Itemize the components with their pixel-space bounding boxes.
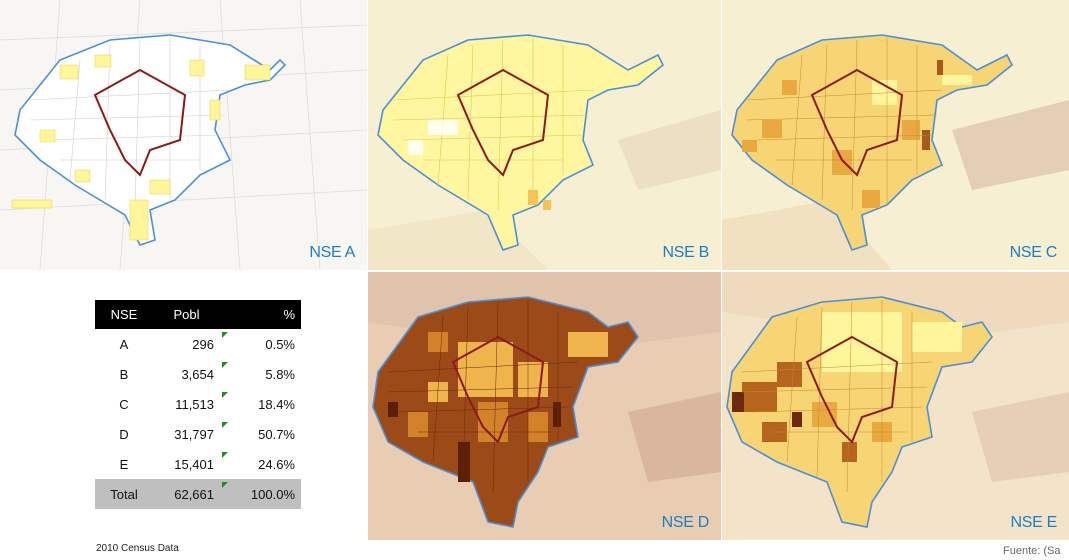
nse-c-boundary <box>731 34 1014 251</box>
table-row: C 11,513 18.4% <box>95 389 301 419</box>
panel-label-nse-a: NSE A <box>309 244 355 261</box>
table-row: B 3,654 5.8% <box>95 359 301 389</box>
table-row: D 31,797 50.7% <box>95 419 301 449</box>
row-pct: 24.6% <box>220 449 301 479</box>
table-row: E 15,401 24.6% <box>95 449 301 479</box>
comment-flag-icon <box>222 392 228 398</box>
total-pct: 100.0% <box>220 479 301 509</box>
col-header-nse: NSE <box>95 300 153 329</box>
panel-label-nse-b: NSE B <box>662 244 709 261</box>
nse-d-center-outline <box>451 335 545 444</box>
comment-flag-icon <box>222 362 228 368</box>
row-pobl: 3,654 <box>181 366 214 382</box>
nse-e-map <box>722 272 1069 540</box>
panel-label-nse-c: NSE C <box>1009 244 1058 261</box>
row-nse: E <box>119 456 129 472</box>
col-header-pobl: Pobl <box>153 300 220 329</box>
col-header-pct: % <box>220 300 301 329</box>
map-panel-nse-e: NSE E <box>722 272 1069 540</box>
row-pobl: 11,513 <box>175 396 214 412</box>
nse-b-map <box>368 0 721 270</box>
row-nse: A <box>119 336 129 352</box>
row-nse: C <box>119 396 129 412</box>
map-panel-nse-d: NSE D <box>368 272 721 540</box>
total-pobl: 62,661 <box>153 479 220 509</box>
map-panel-nse-a: NSE A <box>0 0 367 270</box>
nse-a-boundary <box>14 34 287 246</box>
row-nse: B <box>119 366 129 382</box>
row-pobl: 296 <box>192 336 214 352</box>
nse-a-center-outline <box>93 68 187 177</box>
row-pobl: 15,401 <box>174 456 214 472</box>
nse-b-center-outline <box>456 68 550 177</box>
census-footnote: 2010 Census Data <box>96 543 179 554</box>
row-pct: 18.4% <box>220 389 301 419</box>
nse-b-boundary <box>377 34 665 251</box>
map-panel-nse-c: NSE C <box>722 0 1069 270</box>
nse-a-map <box>0 0 367 270</box>
table-row: A 296 0.5% <box>95 329 301 359</box>
row-nse: D <box>119 426 129 442</box>
row-pobl: 31,797 <box>174 426 214 442</box>
table-header-row: NSE Pobl % <box>95 300 301 329</box>
map-panel-nse-b: NSE B <box>368 0 721 270</box>
panel-label-nse-d: NSE D <box>661 514 710 531</box>
comment-flag-icon <box>222 482 228 488</box>
population-table: NSE Pobl % A 296 0.5% B 3,654 5.8% C 11,… <box>95 300 301 509</box>
row-pct: 50.7% <box>220 419 301 449</box>
total-label: Total <box>95 479 153 509</box>
comment-flag-icon <box>222 332 228 338</box>
row-pct: 5.8% <box>220 359 301 389</box>
nse-c-map <box>722 0 1069 270</box>
nse-d-map <box>368 272 721 540</box>
nse-e-boundary <box>726 296 993 528</box>
nse-c-center-outline <box>810 68 904 177</box>
comment-flag-icon <box>222 422 228 428</box>
comment-flag-icon <box>222 452 228 458</box>
panel-label-nse-e: NSE E <box>1010 514 1057 531</box>
row-pct: 0.5% <box>220 329 301 359</box>
table-total-row: Total 62,661 100.0% <box>95 479 301 509</box>
nse-e-center-outline <box>805 335 899 444</box>
source-caption: Fuente: (Sa <box>1003 545 1061 557</box>
